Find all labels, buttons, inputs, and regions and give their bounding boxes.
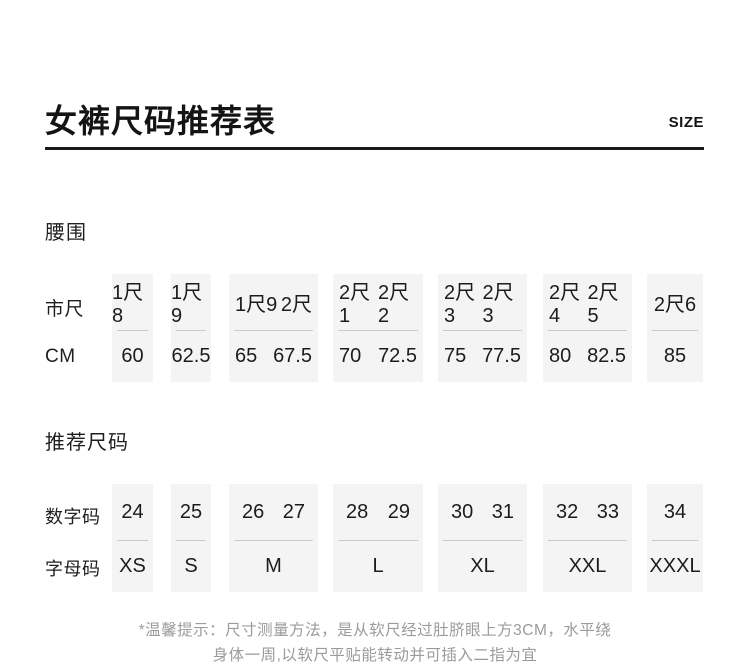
cell-divider: [338, 330, 418, 331]
size-column: 25 S: [171, 484, 211, 592]
cell-divider: [117, 540, 148, 541]
cell-value: 67.5: [273, 345, 312, 367]
waist-section-title: 腰围: [45, 222, 87, 244]
waist-row-label-cm: CM: [45, 346, 76, 367]
cell-value: XS: [119, 555, 146, 577]
measurement-tip-line1: *温馨提示：尺寸测量方法，是从软尺经过肚脐眼上方3CM，水平绕: [138, 622, 612, 639]
size-column: 34 XXXL: [647, 484, 703, 592]
cell-value: 28: [346, 500, 369, 523]
cell-value: 70: [339, 345, 362, 367]
size-label: SIZE: [668, 114, 704, 131]
cell-value: 72.5: [378, 345, 417, 367]
cell-value: 75: [444, 345, 467, 367]
waist-column: 2尺6 85: [647, 274, 703, 382]
cell-divider: [652, 330, 698, 331]
cell-value: 85: [663, 345, 687, 367]
cell-value: 80: [549, 345, 572, 367]
cell-value: 24: [121, 500, 144, 523]
waist-column: 1尺8 60: [112, 274, 153, 382]
cell-value: 27: [282, 500, 305, 523]
cell-value: 2尺3: [482, 282, 514, 327]
cell-divider: [652, 540, 698, 541]
cell-value: M: [265, 555, 282, 577]
cell-value: 62.5: [171, 345, 211, 367]
waist-column: 1尺9 2尺 65 67.5: [229, 274, 318, 382]
cell-value: 32: [556, 500, 579, 523]
cell-value: 60: [121, 345, 144, 367]
cell-value: 29: [387, 500, 410, 523]
waist-row-label-shichi: 市尺: [45, 299, 85, 320]
cell-divider: [117, 330, 148, 331]
measurement-tip: *温馨提示：尺寸测量方法，是从软尺经过肚脐眼上方3CM，水平绕 身体一周,以软尺…: [0, 618, 750, 664]
cell-value: XXXL: [649, 555, 701, 577]
cell-divider: [234, 330, 313, 331]
waist-columns-group: 1尺8 60 1尺9 62.5 1尺9 2尺 65 67.5 2尺1 2尺2 70 72.5 2尺3 2尺…: [0, 274, 750, 382]
size-section-title: 推荐尺码: [45, 432, 129, 454]
cell-value: XXL: [568, 555, 607, 577]
cell-value: 1尺8: [112, 282, 144, 327]
size-columns-group: 24 XS 25 S 26 27 M 28 29 L 30 31 XL 32 33 XXL 34 XXXL: [0, 484, 750, 592]
cell-value: 2尺5: [587, 282, 619, 327]
cell-value: 1尺9: [171, 282, 203, 327]
cell-divider: [443, 330, 522, 331]
cell-value: 33: [596, 500, 619, 523]
size-row-label-letter: 字母码: [45, 559, 101, 579]
cell-value: 25: [179, 500, 203, 523]
size-column: 26 27 M: [229, 484, 318, 592]
waist-column: 2尺4 2尺5 80 82.5: [543, 274, 632, 382]
cell-divider: [176, 330, 206, 331]
cell-divider: [548, 540, 627, 541]
cell-value: 2尺4: [549, 282, 581, 327]
cell-divider: [338, 540, 418, 541]
cell-value: 34: [663, 500, 687, 523]
cell-value: 30: [451, 500, 474, 523]
cell-divider: [443, 540, 522, 541]
cell-value: 65: [235, 345, 258, 367]
cell-divider: [234, 540, 313, 541]
size-column: 24 XS: [112, 484, 153, 592]
cell-value: 2尺1: [339, 282, 371, 327]
cell-value: 77.5: [482, 345, 521, 367]
waist-column: 2尺1 2尺2 70 72.5: [333, 274, 423, 382]
cell-value: 2尺3: [444, 282, 476, 327]
cell-value: 1尺9: [235, 293, 278, 316]
title-divider: [45, 147, 704, 150]
cell-value: 2尺6: [653, 293, 697, 316]
cell-divider: [176, 540, 206, 541]
page-title: 女裤尺码推荐表: [45, 103, 277, 139]
size-column: 32 33 XXL: [543, 484, 632, 592]
cell-value: L: [372, 555, 384, 577]
size-column: 30 31 XL: [438, 484, 527, 592]
size-row-label-number: 数字码: [45, 507, 101, 527]
cell-value: 2尺2: [378, 282, 410, 327]
size-column: 28 29 L: [333, 484, 423, 592]
cell-value: 31: [491, 500, 514, 523]
cell-value: S: [184, 555, 198, 577]
cell-value: 26: [242, 500, 265, 523]
cell-value: 82.5: [587, 345, 626, 367]
cell-value: 2尺: [280, 293, 312, 316]
waist-column: 1尺9 62.5: [171, 274, 211, 382]
cell-divider: [548, 330, 627, 331]
measurement-tip-line2: 身体一周,以软尺平贴能转动并可插入二指为宜: [212, 647, 538, 664]
cell-value: XL: [470, 555, 495, 577]
waist-column: 2尺3 2尺3 75 77.5: [438, 274, 527, 382]
